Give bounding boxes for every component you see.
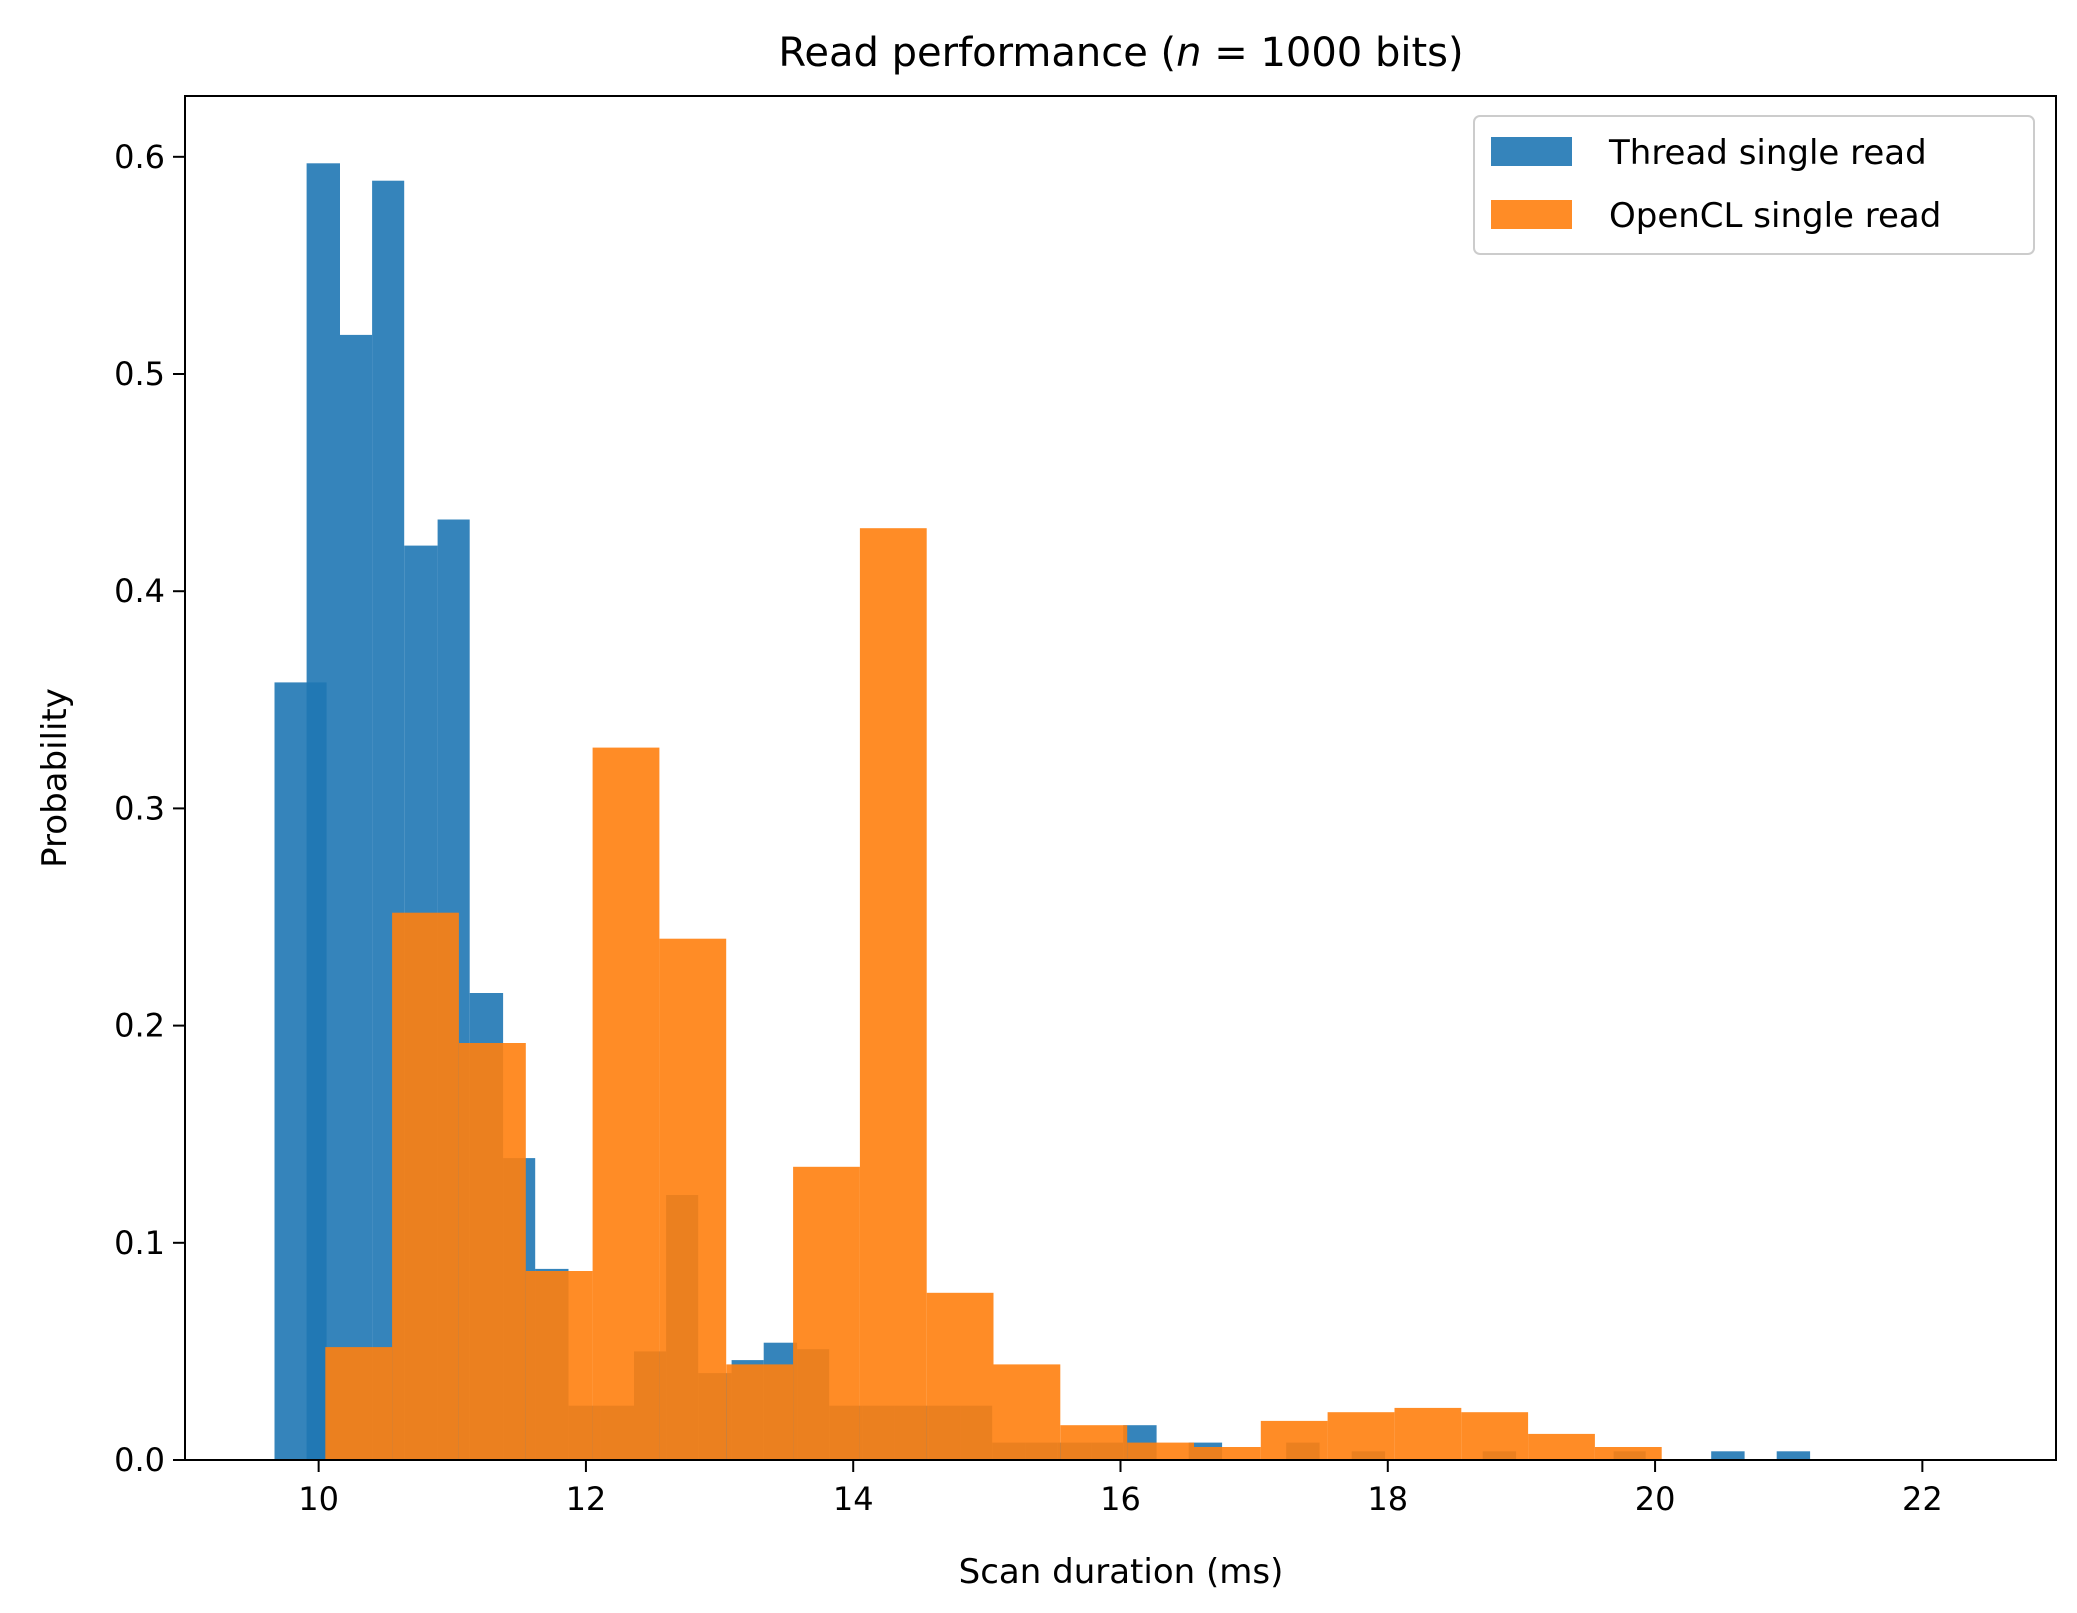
histogram-bar	[459, 1043, 526, 1460]
histogram-bar	[1394, 1407, 1462, 1460]
histogram-bar	[1060, 1425, 1128, 1460]
axes-frame	[184, 95, 2057, 1461]
histogram-bar	[306, 163, 340, 1460]
x-tick-label: 18	[1367, 1480, 1408, 1518]
histogram-bar	[1776, 1451, 1811, 1460]
y-tick-label: 0.1	[114, 1224, 165, 1262]
histogram-bars	[274, 163, 1811, 1461]
histogram-bar	[392, 912, 459, 1460]
histogram-bar	[659, 938, 727, 1460]
x-tick-label: 10	[298, 1480, 339, 1518]
histogram-bar	[340, 334, 373, 1460]
y-tick-label: 0.6	[114, 138, 165, 176]
legend-box	[1473, 115, 2035, 255]
y-tick-label: 0.2	[114, 1007, 165, 1045]
histogram-bar	[1327, 1412, 1395, 1460]
legend: Thread single read OpenCL single read	[1473, 115, 2035, 255]
y-tick-label: 0.5	[114, 355, 165, 393]
x-tick-label: 12	[566, 1480, 607, 1518]
chart-title: Read performance (n = 1000 bits)	[778, 30, 1463, 76]
histogram-bar	[1260, 1420, 1328, 1460]
histogram-bar	[592, 747, 660, 1460]
y-tick-label: 0.4	[114, 572, 165, 610]
x-tick-label: 20	[1635, 1480, 1676, 1518]
y-axis-label: Probability	[35, 688, 75, 868]
histogram-bar	[1194, 1447, 1261, 1460]
y-tick-label: 0.3	[114, 789, 165, 827]
histogram-bar	[859, 528, 927, 1460]
y-tick-label: 0.0	[114, 1441, 165, 1479]
x-tick-label: 16	[1100, 1480, 1141, 1518]
histogram-bar	[1711, 1451, 1745, 1460]
legend-label: Thread single read	[1608, 133, 1927, 173]
histogram-bar	[793, 1166, 860, 1460]
axis-ticks: 10 12 14 16 18 20 22 0.0 0.1 0.2 0.3 0.4 0.5 0.6	[114, 138, 1943, 1518]
x-tick-label: 22	[1902, 1480, 1943, 1518]
histogram-bar	[926, 1292, 994, 1460]
legend-label: OpenCL single read	[1609, 196, 1941, 236]
x-axis-label: Scan duration (ms)	[959, 1552, 1284, 1592]
histogram-bar	[1594, 1447, 1662, 1460]
series-opencl	[325, 528, 1662, 1460]
histogram-bar	[525, 1271, 593, 1460]
histogram-bar	[325, 1347, 393, 1460]
histogram-bar	[1127, 1442, 1194, 1460]
histogram-bar	[1461, 1412, 1529, 1460]
legend-swatch	[1491, 137, 1572, 166]
histogram-bar	[1528, 1433, 1595, 1460]
histogram-bar	[726, 1364, 794, 1460]
x-tick-label: 14	[833, 1480, 874, 1518]
legend-swatch	[1491, 200, 1572, 229]
histogram-bar	[993, 1364, 1061, 1460]
